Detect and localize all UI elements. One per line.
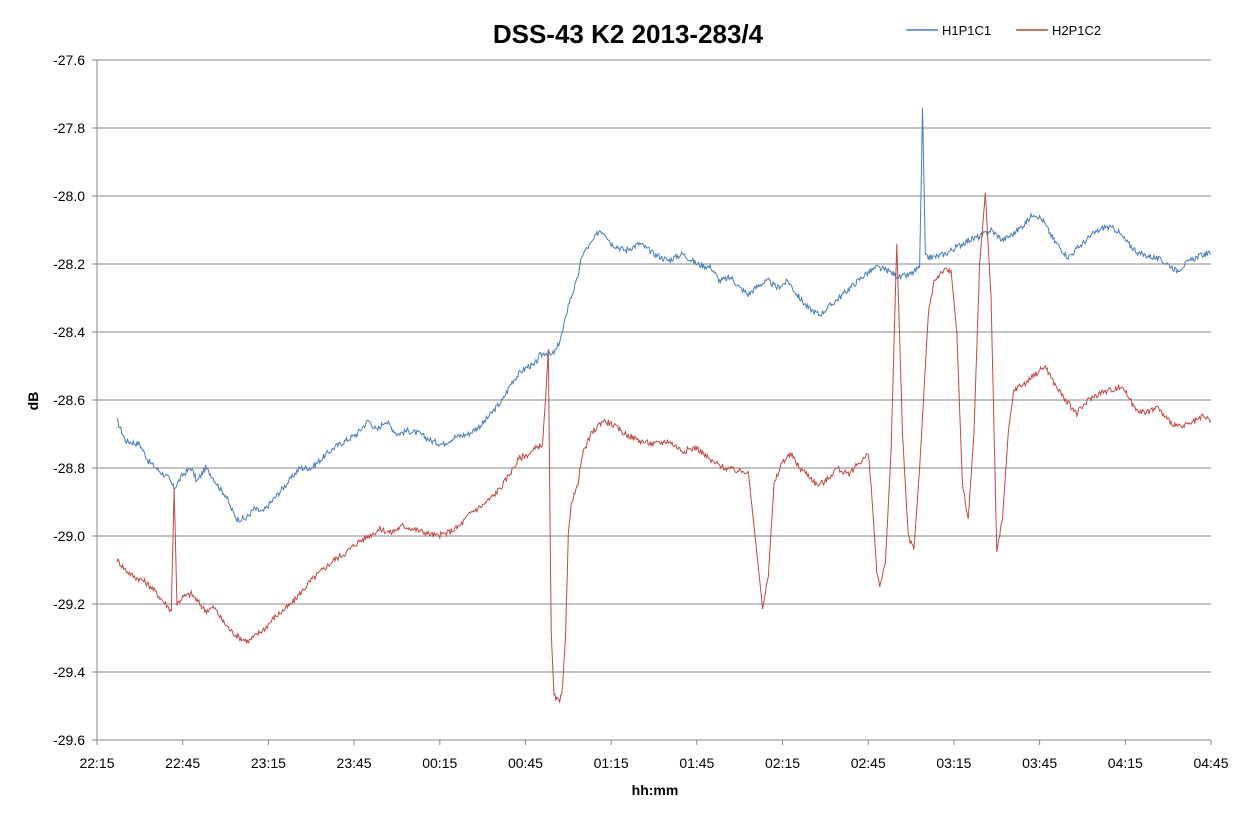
chart-title: DSS-43 K2 2013-283/4 bbox=[493, 19, 764, 49]
x-tick-label: 23:15 bbox=[251, 755, 286, 771]
y-tick-label: -28.0 bbox=[53, 188, 85, 204]
x-axis-label: hh:mm bbox=[632, 782, 679, 798]
x-tick-label: 00:15 bbox=[422, 755, 457, 771]
x-tick-label: 04:15 bbox=[1108, 755, 1143, 771]
x-tick-label: 03:45 bbox=[1022, 755, 1057, 771]
y-tick-labels: -27.6 -27.8 -28.0 -28.2 -28.4 -28.6 -28.8 -29.0… bbox=[53, 52, 85, 748]
x-tick-label: 03:15 bbox=[936, 755, 971, 771]
x-tick-label: 23:45 bbox=[337, 755, 372, 771]
y-axis-label: dB bbox=[25, 392, 41, 411]
gridlines bbox=[97, 59, 1211, 673]
y-tick-label: -28.8 bbox=[53, 460, 85, 476]
x-tick-label: 22:15 bbox=[79, 755, 114, 771]
x-tick-label: 04:45 bbox=[1193, 755, 1228, 771]
y-tick-label: -29.4 bbox=[53, 664, 85, 680]
x-tick-label: 02:15 bbox=[765, 755, 800, 771]
x-tick-label: 22:45 bbox=[165, 755, 200, 771]
y-tick-label: -28.4 bbox=[53, 324, 85, 340]
y-tick-label: -27.6 bbox=[53, 52, 85, 68]
y-tick-label: -28.2 bbox=[53, 256, 85, 272]
series-lines bbox=[116, 107, 1212, 703]
legend-entry-h1p1c1: H1P1C1 bbox=[942, 23, 991, 38]
legend-entry-h2p1c2: H2P1C2 bbox=[1052, 23, 1101, 38]
y-tick-label: -29.2 bbox=[53, 596, 85, 612]
y-tick-label: -27.8 bbox=[53, 120, 85, 136]
y-tick-label: -28.6 bbox=[53, 392, 85, 408]
y-tick-label: -29.0 bbox=[53, 528, 85, 544]
x-tick-label: 02:45 bbox=[851, 755, 886, 771]
series-line-h2p1c2 bbox=[116, 192, 1212, 703]
y-tick-label: -29.6 bbox=[53, 732, 85, 748]
x-tick-label: 01:45 bbox=[679, 755, 714, 771]
legend: H1P1C1 H2P1C2 bbox=[906, 23, 1101, 38]
x-tick-label: 01:15 bbox=[594, 755, 629, 771]
axes bbox=[92, 59, 1212, 745]
series-line-h1p1c1 bbox=[116, 107, 1212, 523]
x-tick-label: 00:45 bbox=[508, 755, 543, 771]
x-tick-labels: 22:15 22:45 23:15 23:45 00:15 00:45 01:15 01:45… bbox=[79, 755, 1228, 771]
